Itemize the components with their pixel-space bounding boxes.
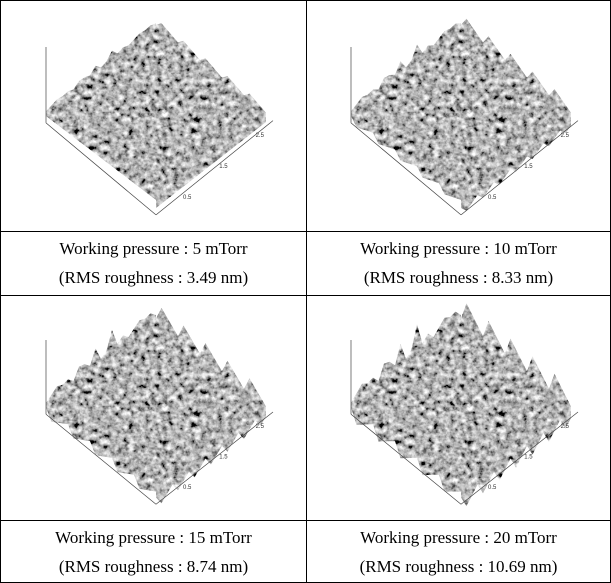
surface-plot: 0.5 1.5 2.5 <box>306 1 611 231</box>
axis-tick-label: 1.5 <box>524 164 533 170</box>
axis-tick-label: 1.5 <box>219 164 228 170</box>
surface <box>46 23 266 208</box>
caption: Working pressure : 15 mTorr(RMS roughnes… <box>1 520 306 581</box>
caption-line: (RMS roughness : 3.49 nm) <box>1 263 306 292</box>
surface-plot: 0.5 1.5 2.5 <box>1 1 306 231</box>
caption-line: (RMS roughness : 8.33 nm) <box>306 263 611 292</box>
caption-line: (RMS roughness : 10.69 nm) <box>306 552 611 581</box>
caption-line: Working pressure : 10 mTorr <box>306 234 611 263</box>
figure: 0.51.52.5Working pressure : 5 mTorr(RMS … <box>0 0 611 583</box>
surface <box>351 19 571 211</box>
caption-line: Working pressure : 5 mTorr <box>1 234 306 263</box>
axis-tick-label: 2.5 <box>561 424 570 430</box>
axis-tick-label: 2.5 <box>256 424 265 430</box>
surface <box>46 308 266 503</box>
axis-tick-label: 1.5 <box>219 454 228 460</box>
caption-line: (RMS roughness : 8.74 nm) <box>1 552 306 581</box>
caption-line: Working pressure : 15 mTorr <box>1 523 306 552</box>
caption: Working pressure : 20 mTorr(RMS roughnes… <box>306 520 611 581</box>
afm-image: 0.5 1.5 2.5 <box>1 1 306 231</box>
surface-plot: 0.5 1.5 2.5 <box>306 295 611 520</box>
afm-image: 0.5 1.5 2.5 <box>306 295 611 520</box>
caption: Working pressure : 10 mTorr(RMS roughnes… <box>306 231 611 292</box>
afm-image: 0.5 1.5 2.5 <box>1 295 306 520</box>
axis-tick-label: 0.5 <box>488 195 497 201</box>
caption: Working pressure : 5 mTorr(RMS roughness… <box>1 231 306 292</box>
axis-tick-label: 0.5 <box>183 485 192 491</box>
surface-plot: 0.5 1.5 2.5 <box>1 295 306 520</box>
caption-line: Working pressure : 20 mTorr <box>306 523 611 552</box>
axis-tick-label: 1.5 <box>524 454 533 460</box>
axis-tick-label: 0.5 <box>488 485 497 491</box>
afm-image: 0.5 1.5 2.5 <box>306 1 611 231</box>
axis-tick-label: 2.5 <box>561 133 570 139</box>
axis-tick-label: 2.5 <box>256 133 265 139</box>
axis-tick-label: 0.5 <box>183 195 192 201</box>
surface <box>351 303 571 506</box>
